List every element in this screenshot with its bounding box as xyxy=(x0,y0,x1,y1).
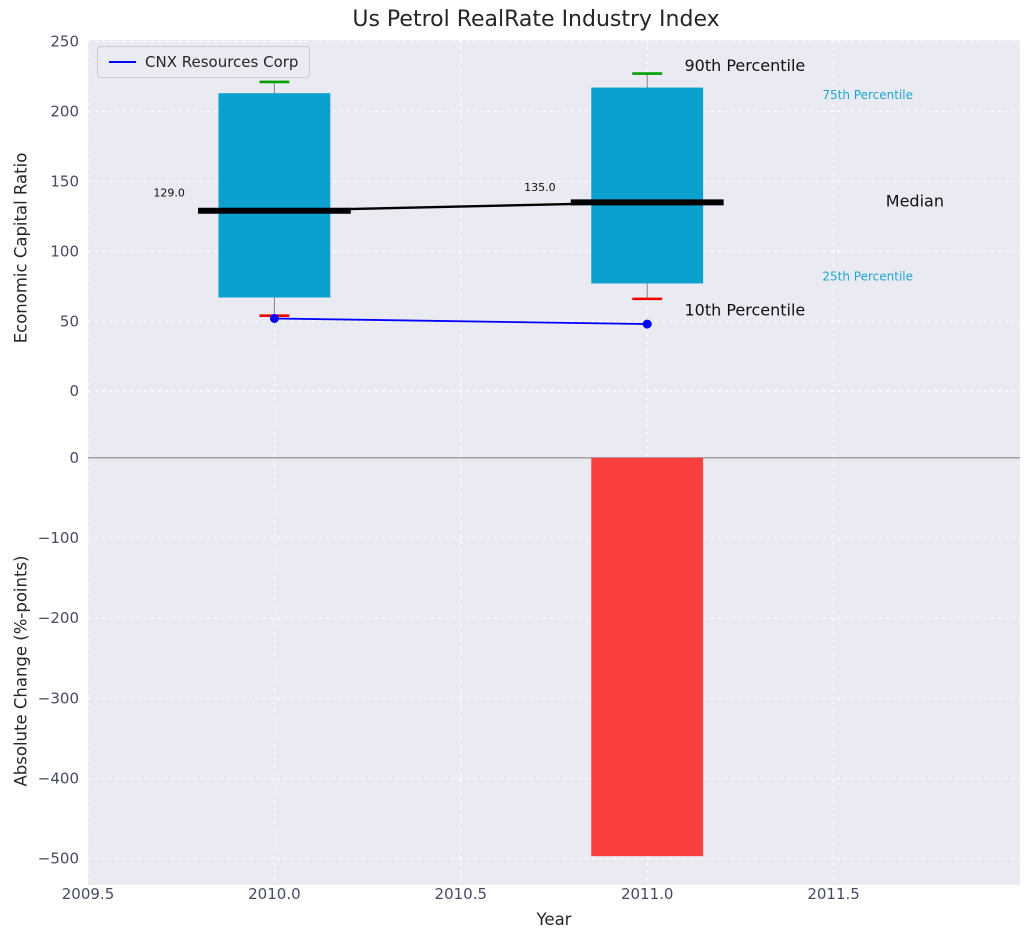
bottom-y-tick-label: −300 xyxy=(38,689,79,707)
x-tick-label: 2010.5 xyxy=(435,885,488,903)
top-y-tick-label: 150 xyxy=(50,172,79,190)
company-marker xyxy=(642,319,652,329)
company-marker xyxy=(269,313,279,323)
annotation: 25th Percentile xyxy=(822,270,913,284)
x-tick-label: 2011.0 xyxy=(621,885,674,903)
x-tick-label: 2009.5 xyxy=(62,885,115,903)
annotation: 90th Percentile xyxy=(684,56,805,75)
legend: CNX Resources Corp xyxy=(97,46,311,78)
top-y-tick-label: 250 xyxy=(50,32,79,50)
legend-series-label: CNX Resources Corp xyxy=(145,53,299,71)
company-line xyxy=(274,317,648,325)
change-bar xyxy=(591,457,704,857)
annotation: 129.0 xyxy=(153,186,185,199)
bottom-plot-background xyxy=(88,457,1020,885)
iqr-box xyxy=(218,93,331,298)
bottom-y-tick-label: 0 xyxy=(69,449,79,467)
bottom-y-tick-label: −400 xyxy=(38,769,79,787)
x-axis-label: Year xyxy=(536,910,572,929)
annotation: 75th Percentile xyxy=(822,88,913,102)
annotation: Median xyxy=(886,192,944,211)
bottom-y-axis-label: Absolute Change (%-points) xyxy=(11,555,31,787)
bottom-y-tick-label: −200 xyxy=(38,609,79,627)
top-y-tick-label: 0 xyxy=(69,382,79,400)
bottom-y-tick-label: −500 xyxy=(38,850,79,868)
top-y-axis-label: Economic Capital Ratio xyxy=(11,152,31,344)
chart-title: Us Petrol RealRate Industry Index xyxy=(352,7,720,32)
top-y-tick-label: 50 xyxy=(60,312,79,330)
x-tick-label: 2011.5 xyxy=(807,885,860,903)
bottom-y-tick-label: −100 xyxy=(38,529,79,547)
legend-line-swatch xyxy=(109,61,136,63)
x-tick-label: 2010.0 xyxy=(248,885,301,903)
top-y-tick-label: 100 xyxy=(50,242,79,260)
annotation: 135.0 xyxy=(524,181,556,194)
iqr-box xyxy=(591,87,704,284)
annotation: 10th Percentile xyxy=(684,301,805,320)
top-y-tick-label: 200 xyxy=(50,102,79,120)
